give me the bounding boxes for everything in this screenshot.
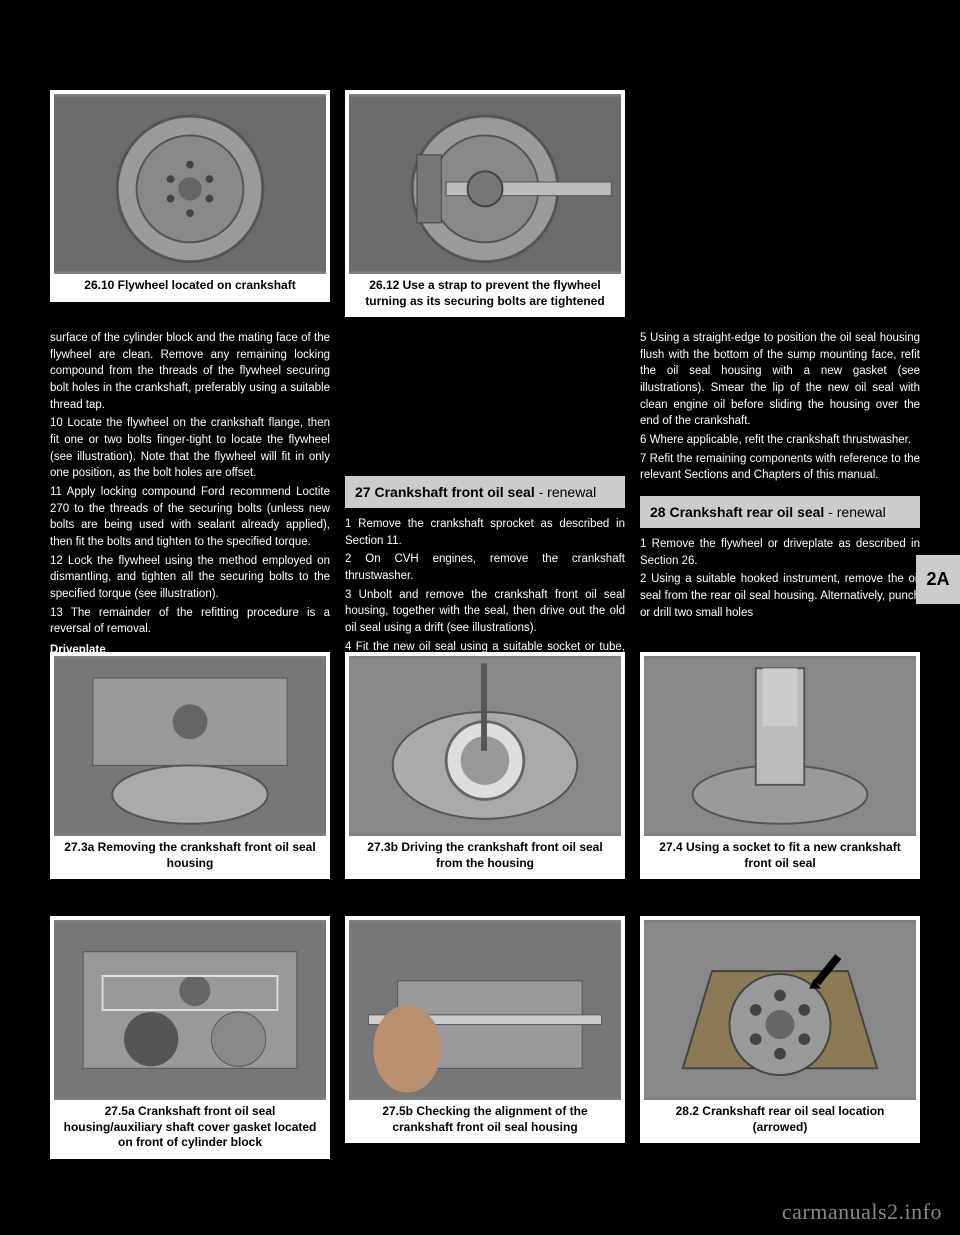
figure-26-12-caption: 26.12 Use a strap to prevent the flywhee… — [349, 274, 621, 313]
figure-27-3a-caption: 27.3a Removing the crankshaft front oil … — [54, 836, 326, 875]
figure-28-2-caption: 28.2 Crankshaft rear oil seal location (… — [644, 1100, 916, 1139]
section-27-num: 27 — [355, 484, 371, 500]
figure-27-5b: 27.5b Checking the alignment of the cran… — [345, 916, 625, 1145]
figure-27-5a-image — [54, 920, 326, 1100]
section-28-header: 28 Crankshaft rear oil seal - renewal — [640, 496, 920, 528]
section-28-num: 28 — [650, 504, 666, 520]
paragraph: 11 Apply locking compound Ford recommend… — [50, 484, 330, 551]
figure-26-10-image — [54, 94, 326, 274]
figure-27-3b: 27.3b Driving the crankshaft front oil s… — [345, 652, 625, 881]
section-27-title: Crankshaft front oil seal — [374, 484, 534, 500]
figure-28-2-image — [644, 920, 916, 1100]
figure-27-3a: 27.3a Removing the crankshaft front oil … — [50, 652, 330, 881]
paragraph: 2 Using a suitable hooked instrument, re… — [640, 571, 920, 621]
section-28-sub: - renewal — [824, 504, 885, 520]
figure-27-4-caption: 27.4 Using a socket to fit a new cranksh… — [644, 836, 916, 875]
figure-27-5b-image — [349, 920, 621, 1100]
figure-27-3b-caption: 27.3b Driving the crankshaft front oil s… — [349, 836, 621, 875]
paragraph: 12 Lock the flywheel using the method em… — [50, 553, 330, 603]
figure-27-3b-image — [349, 656, 621, 836]
paragraph: 13 The remainder of the refitting proced… — [50, 605, 330, 638]
paragraph: 1 Remove the crankshaft sprocket as desc… — [345, 516, 625, 549]
figure-27-4: 27.4 Using a socket to fit a new cranksh… — [640, 652, 920, 881]
paragraph: 6 Where applicable, refit the crankshaft… — [640, 432, 920, 449]
figure-26-10-caption: 26.10 Flywheel located on crankshaft — [54, 274, 326, 298]
section-27-sub: - renewal — [535, 484, 596, 500]
figure-26-12-image — [349, 94, 621, 274]
paragraph: surface of the cylinder block and the ma… — [50, 330, 330, 413]
figure-27-5b-caption: 27.5b Checking the alignment of the cran… — [349, 1100, 621, 1139]
section-28-title: Crankshaft rear oil seal — [669, 504, 824, 520]
body-text-col3a: 5 Using a straight-edge to position the … — [640, 330, 920, 623]
figure-27-5a: 27.5a Crankshaft front oil seal housing/… — [50, 916, 330, 1161]
figure-27-4-image — [644, 656, 916, 836]
paragraph: 2 On CVH engines, remove the crankshaft … — [345, 551, 625, 584]
paragraph: 1 Remove the flywheel or driveplate as d… — [640, 536, 920, 569]
chapter-tab: 2A — [916, 555, 960, 604]
paragraph: 3 Unbolt and remove the crankshaft front… — [345, 587, 625, 637]
figure-27-5a-caption: 27.5a Crankshaft front oil seal housing/… — [54, 1100, 326, 1155]
figure-26-12: 26.12 Use a strap to prevent the flywhee… — [345, 90, 625, 319]
figure-27-3a-image — [54, 656, 326, 836]
figure-26-10: 26.10 Flywheel located on crankshaft — [50, 90, 330, 304]
body-text-col1: surface of the cylinder block and the ma… — [50, 330, 330, 696]
paragraph: 7 Refit the remaining components with re… — [640, 451, 920, 484]
watermark: carmanuals2.info — [782, 1199, 942, 1225]
figure-28-2: 28.2 Crankshaft rear oil seal location (… — [640, 916, 920, 1145]
paragraph: 5 Using a straight-edge to position the … — [640, 330, 920, 430]
section-27-header: 27 Crankshaft front oil seal - renewal — [345, 476, 625, 508]
paragraph: 10 Locate the flywheel on the crankshaft… — [50, 415, 330, 482]
